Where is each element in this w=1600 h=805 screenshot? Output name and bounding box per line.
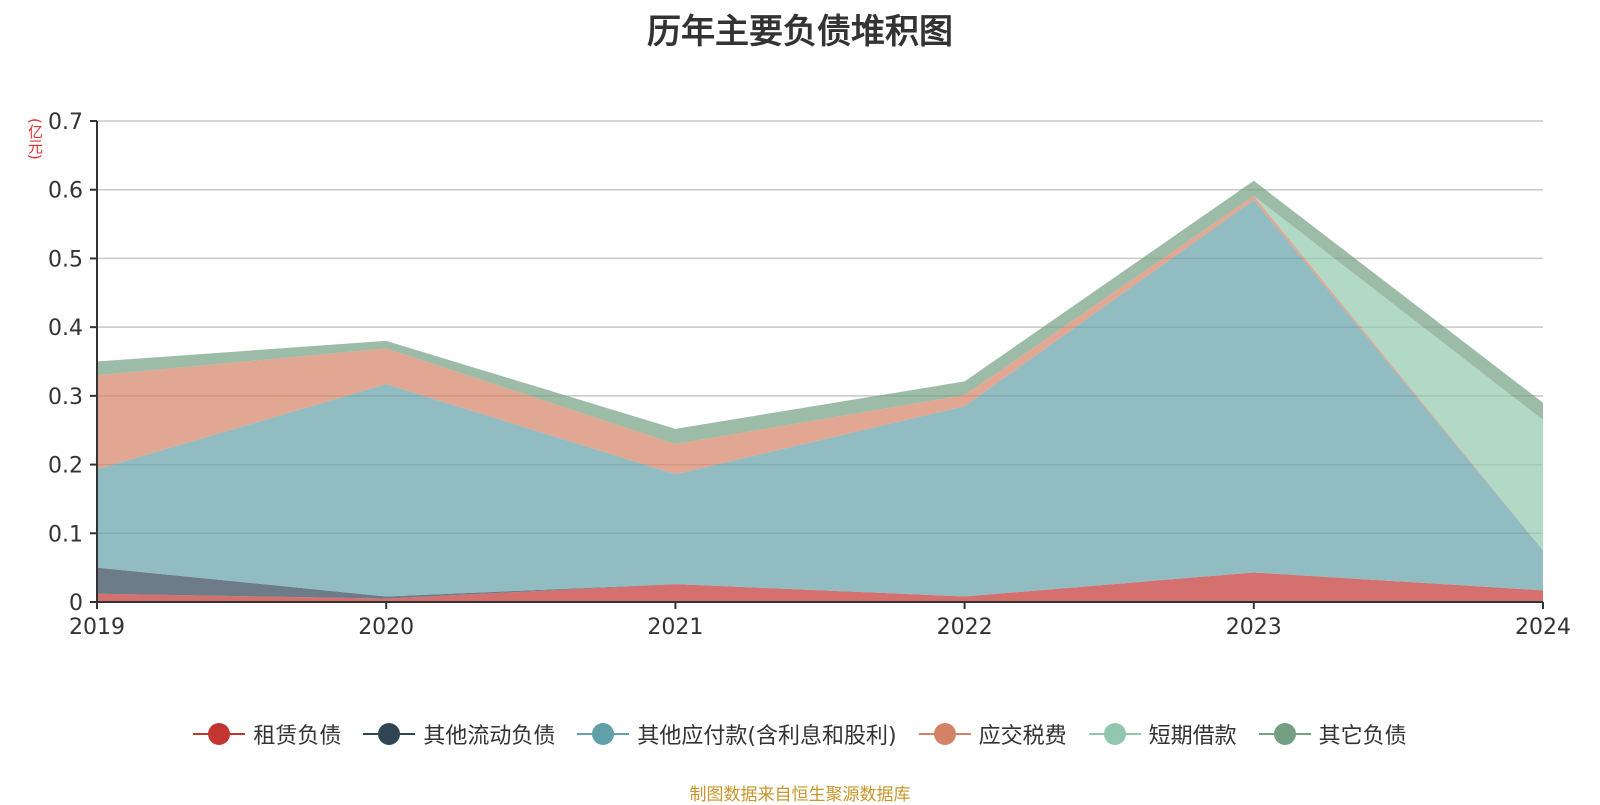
legend-item-3[interactable]: 应交税费 — [918, 718, 1067, 750]
legend-marker-1 — [363, 723, 416, 745]
legend-marker-2 — [577, 723, 630, 745]
legend-label-5: 其它负债 — [1318, 724, 1407, 749]
area-series-3 — [97, 195, 1543, 551]
y-tick-label-2: 0.2 — [48, 454, 83, 479]
legend-marker-4 — [1088, 723, 1141, 745]
x-tick-label-3: 2022 — [937, 615, 993, 640]
legend-marker-5 — [1258, 723, 1311, 745]
legend-item-4[interactable]: 短期借款 — [1088, 718, 1237, 750]
chart-title: 历年主要负债堆积图 — [647, 12, 953, 52]
y-tick-label-0: 0 — [69, 591, 83, 616]
y-tick-label-4: 0.4 — [48, 316, 83, 341]
legend-item-2[interactable]: 其他应付款(含利息和股利) — [577, 718, 897, 750]
area-series-1 — [97, 567, 1543, 599]
legend-marker-0 — [193, 723, 246, 745]
y-tick-label-7: 0.7 — [48, 110, 83, 135]
legend: 租赁负债 其他流动负债 其他应付款(含利息和股利) 应交税费 短期借款 其它负债 — [0, 718, 1600, 750]
x-axis-ticks: 2019 2020 2021 2022 2023 2024 — [69, 602, 1571, 640]
area-series — [97, 180, 1543, 602]
axes — [96, 121, 1543, 603]
legend-label-2: 其他应付款(含利息和股利) — [637, 724, 897, 749]
y-axis-ticks: 0 0.1 0.2 0.3 0.4 0.5 0.6 0.7 — [48, 110, 97, 616]
legend-label-4: 短期借款 — [1148, 724, 1237, 749]
legend-item-0[interactable]: 租赁负债 — [193, 718, 341, 750]
y-tick-label-5: 0.5 — [48, 247, 83, 272]
y-tick-label-6: 0.6 — [48, 179, 83, 204]
source-note: 制图数据来自恒生聚源数据库 — [689, 785, 911, 805]
area-series-0 — [97, 572, 1543, 602]
legend-item-5[interactable]: 其它负债 — [1258, 718, 1407, 750]
x-tick-label-1: 2020 — [358, 615, 414, 640]
x-tick-label-4: 2023 — [1226, 615, 1282, 640]
legend-label-3: 应交税费 — [978, 724, 1067, 749]
legend-label-0: 租赁负债 — [253, 724, 342, 749]
legend-item-1[interactable]: 其他流动负债 — [363, 718, 555, 750]
y-tick-label-1: 0.1 — [48, 522, 83, 547]
legend-marker-3 — [918, 723, 971, 745]
y-axis-unit-label: (亿元) — [26, 118, 44, 160]
legend-label-1: 其他流动负债 — [423, 724, 556, 749]
area-series-2 — [97, 200, 1543, 597]
x-tick-label-5: 2024 — [1515, 615, 1571, 640]
stacked-area-chart: 00.10.20.30.40.50.60.7 2019 2020 2021 2022 2… — [48, 110, 1571, 640]
y-tick-label-3: 0.3 — [48, 385, 83, 410]
x-tick-label-0: 2019 — [69, 615, 125, 640]
x-tick-label-2: 2021 — [647, 615, 703, 640]
